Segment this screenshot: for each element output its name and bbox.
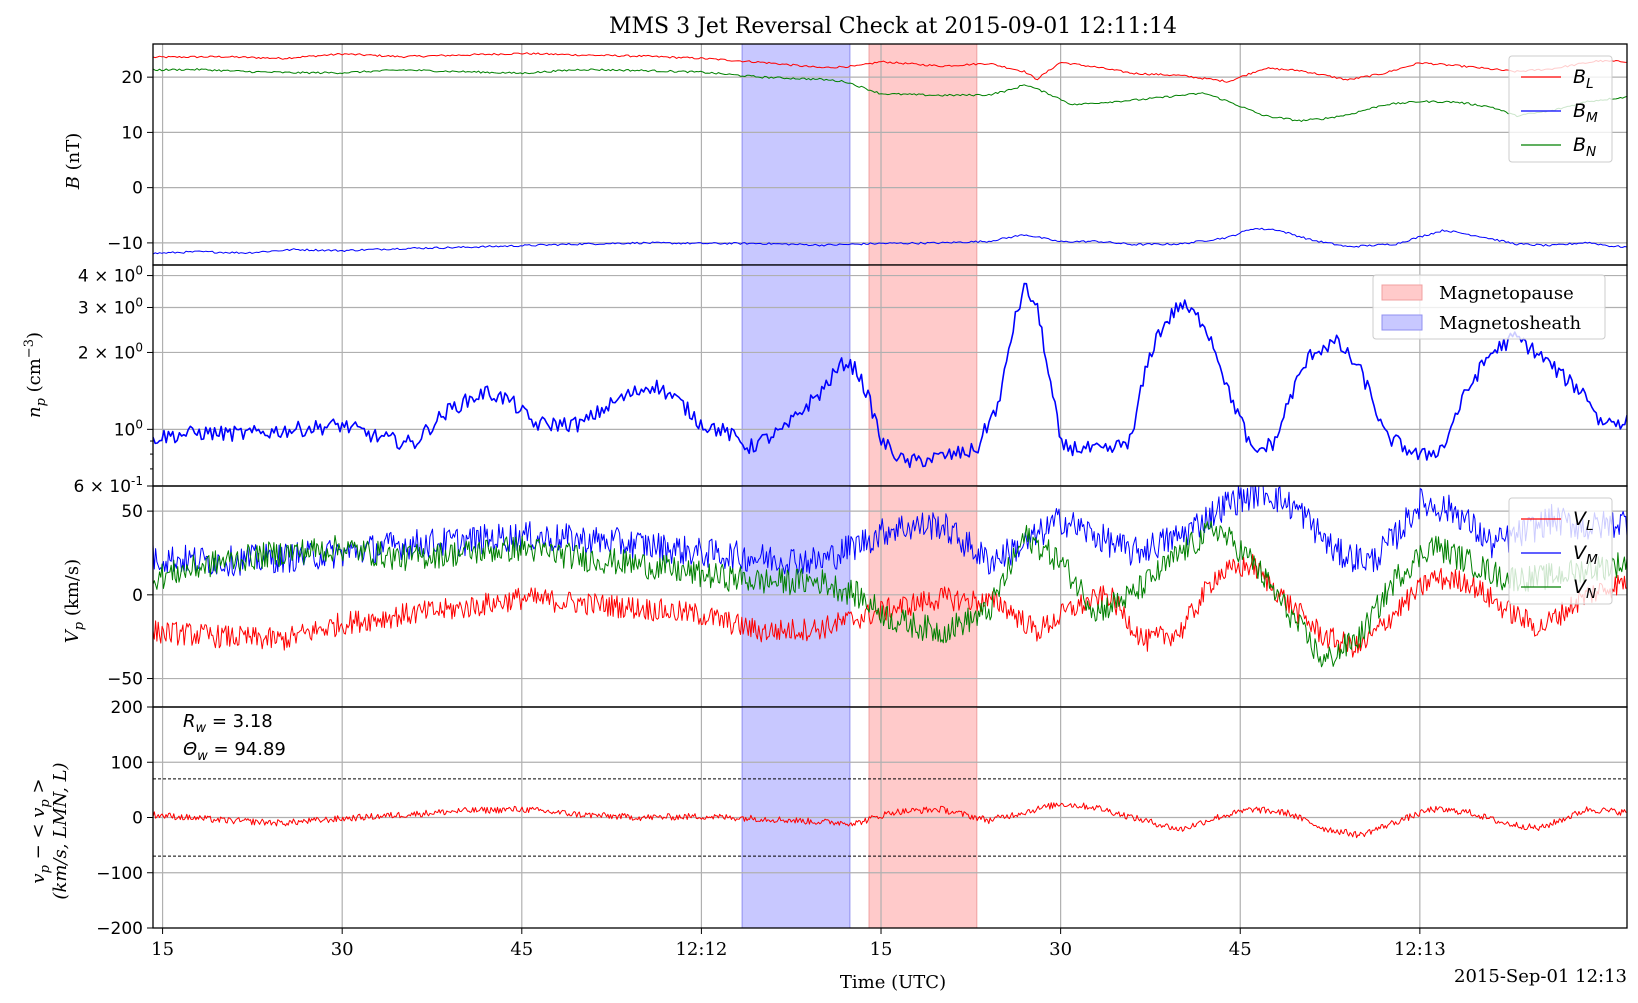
ylabel-B: B (nT)	[63, 133, 84, 191]
series-V_M	[153, 486, 1627, 577]
ytick-label-dv: 100	[111, 753, 143, 773]
xtick-label: 30	[1049, 939, 1072, 960]
ylabel-V: Vp (km/s)	[62, 559, 87, 643]
annotation-theta: Θw = 94.89	[183, 739, 286, 764]
series-B_M	[153, 227, 1627, 255]
xtick-label: 30	[331, 939, 354, 960]
legend-swatch-magnetosheath	[1381, 314, 1423, 331]
x-axis: 15 30 45 12:12 15 30 45 12:13	[151, 928, 1446, 960]
x-axis-label: Time (UTC)	[840, 972, 946, 993]
shade-magnetosheath-V	[741, 485, 851, 708]
ytick-label-V: 50	[121, 502, 143, 522]
series-n_p	[153, 282, 1627, 469]
legend-box-B	[1508, 55, 1613, 163]
legend-box-intervals	[1372, 274, 1606, 340]
shade-magnetosheath-n	[741, 264, 851, 487]
ytick-label-n: 4 × 100	[78, 264, 143, 287]
ytick-label-B: 0	[132, 179, 143, 199]
series-V_N	[153, 520, 1627, 668]
ytick-label-n: 6 × 10-1	[74, 474, 143, 497]
ylabel-n: np (cm−3)	[22, 332, 49, 418]
xtick-label: 45	[1229, 939, 1252, 960]
ylabel-dv-line2: (km/s, LMN, L)	[50, 762, 71, 899]
legend-label-magnetosheath: Magnetosheath	[1439, 313, 1581, 334]
ytick-label-B: −10	[107, 234, 143, 254]
legend-swatch-magnetopause	[1381, 284, 1423, 301]
legend-label-magnetopause: Magnetopause	[1439, 283, 1574, 304]
xtick-label: 15	[870, 939, 893, 960]
series-B_N	[153, 68, 1627, 122]
series-B_L	[153, 52, 1627, 83]
x-offset-label: 2015-Sep-01 12:13	[1454, 966, 1627, 987]
ytick-label-n: 2 × 100	[78, 340, 143, 363]
series-dv_L	[153, 802, 1627, 839]
ytick-label-dv: −200	[96, 919, 143, 939]
ytick-label-B: 10	[121, 123, 143, 143]
ytick-label-V: −50	[107, 670, 143, 690]
xtick-label: 45	[510, 939, 533, 960]
panel-velocity-residual: 200 100 0 −100 −200 Rw = 3.18 Θw = 94.89	[96, 698, 1628, 939]
xtick-label: 12:13	[1394, 939, 1446, 960]
ytick-label-dv: −100	[96, 864, 143, 884]
ytick-label-V: 0	[132, 586, 143, 606]
legend-box-V	[1508, 497, 1613, 605]
ytick-label-dv: 200	[111, 698, 143, 718]
xtick-label: 12:12	[675, 939, 727, 960]
ylabel-dv-line1: vp − < vp >	[28, 778, 53, 883]
shade-magnetosheath-B	[741, 43, 851, 266]
figure-title: MMS 3 Jet Reversal Check at 2015-09-01 1…	[609, 14, 1177, 39]
xtick-label: 15	[151, 939, 174, 960]
annotation-rw: Rw = 3.18	[183, 711, 273, 736]
ytick-label-dv: 0	[132, 809, 143, 829]
ytick-label-n: 3 × 100	[78, 295, 143, 318]
series-V_L	[153, 553, 1627, 658]
ytick-label-B: 20	[121, 68, 143, 88]
